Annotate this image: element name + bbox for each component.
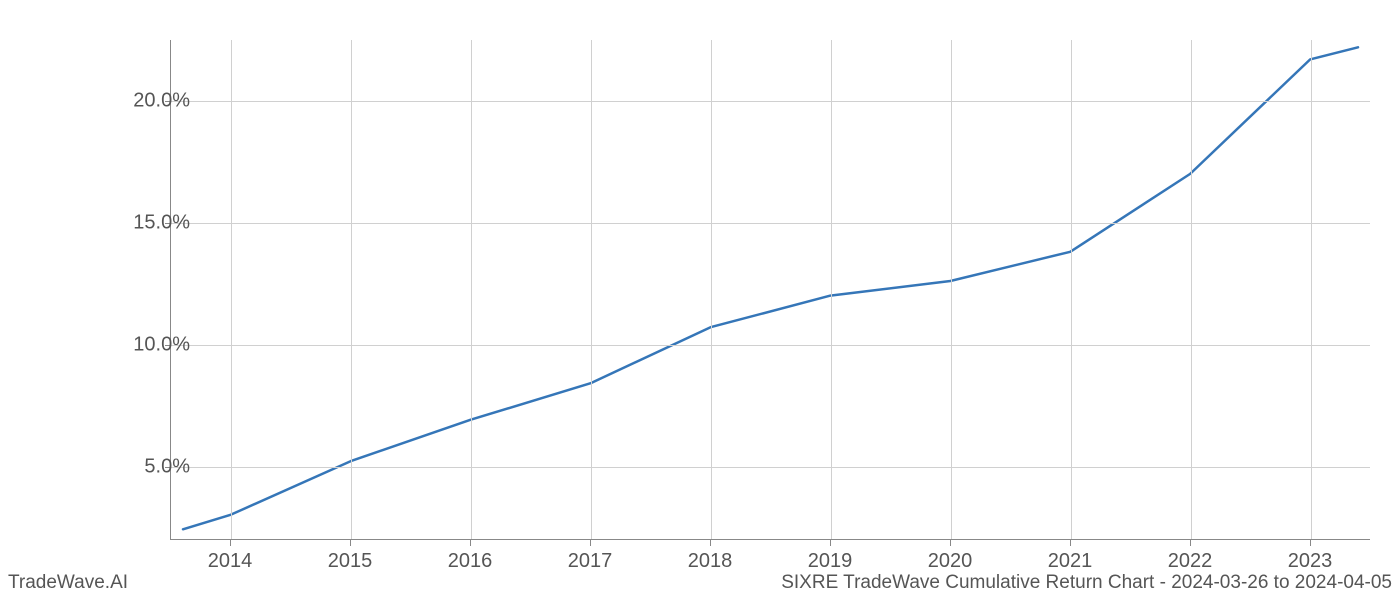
x-tick-label: 2020 [928, 550, 973, 573]
x-tick-label: 2018 [688, 550, 733, 573]
grid-line-horizontal [171, 101, 1370, 102]
y-tick-label: 5.0% [144, 455, 190, 478]
y-tick-label: 20.0% [133, 89, 190, 112]
grid-line-vertical [471, 40, 472, 539]
x-tick-label: 2023 [1288, 550, 1333, 573]
x-tick-label: 2015 [328, 550, 373, 573]
x-tick-mark [1070, 540, 1071, 546]
grid-line-vertical [831, 40, 832, 539]
grid-line-vertical [711, 40, 712, 539]
x-tick-label: 2021 [1048, 550, 1093, 573]
grid-line-horizontal [171, 467, 1370, 468]
grid-line-horizontal [171, 223, 1370, 224]
grid-line-vertical [591, 40, 592, 539]
x-tick-mark [830, 540, 831, 546]
grid-line-horizontal [171, 345, 1370, 346]
footer-brand: TradeWave.AI [8, 572, 128, 594]
grid-line-vertical [951, 40, 952, 539]
x-tick-mark [1310, 540, 1311, 546]
chart-container: 2014201520162017201820192020202120222023 [170, 40, 1370, 540]
x-tick-mark [950, 540, 951, 546]
grid-line-vertical [231, 40, 232, 539]
grid-line-vertical [351, 40, 352, 539]
x-tick-mark [230, 540, 231, 546]
plot-area [170, 40, 1370, 540]
x-tick-label: 2022 [1168, 550, 1213, 573]
grid-line-vertical [1071, 40, 1072, 539]
grid-line-vertical [1311, 40, 1312, 539]
footer-caption: SIXRE TradeWave Cumulative Return Chart … [781, 572, 1392, 594]
x-tick-mark [470, 540, 471, 546]
x-tick-mark [1190, 540, 1191, 546]
x-tick-label: 2016 [448, 550, 493, 573]
y-tick-label: 15.0% [133, 211, 190, 234]
x-tick-label: 2019 [808, 550, 853, 573]
y-tick-label: 10.0% [133, 333, 190, 356]
x-tick-label: 2014 [208, 550, 253, 573]
x-tick-mark [590, 540, 591, 546]
x-tick-mark [710, 540, 711, 546]
grid-line-vertical [1191, 40, 1192, 539]
x-tick-label: 2017 [568, 550, 613, 573]
x-tick-mark [350, 540, 351, 546]
